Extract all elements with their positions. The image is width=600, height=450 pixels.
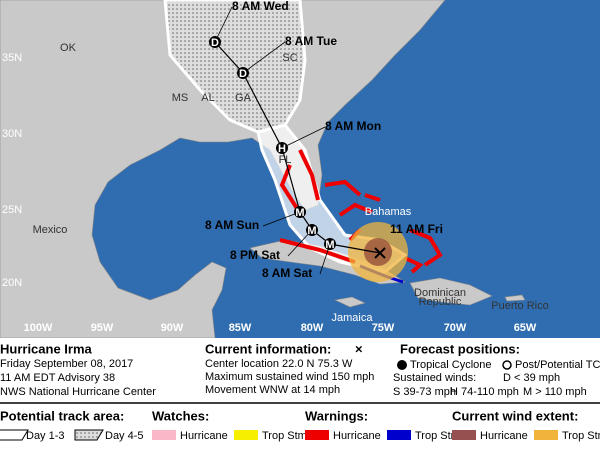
label: Current information: [205,341,331,356]
label: 30N [2,128,22,140]
label: 35N [2,52,22,64]
label: Trop Stm [562,430,600,442]
forecast-marker [294,206,306,218]
mainland [0,0,446,339]
label: M > 110 mph [523,386,587,398]
label: S 39-73 mph [393,386,456,398]
label: Day 4-5 [105,430,144,442]
label: Potential track area: [0,408,124,423]
puerto-rico [504,294,526,302]
label: × [355,341,363,356]
label: 95W [91,322,114,334]
label: Watches: [152,408,209,423]
label: Post/Potential TC [515,359,600,371]
label: Republic [419,296,462,308]
label: M [307,225,316,237]
label: OK [60,42,77,54]
label: Hurricane [180,430,228,442]
label: Trop Stm [415,430,460,442]
label: Day 1-3 [26,430,65,442]
label: FL [279,154,292,166]
label: Hurricane [333,430,381,442]
label: AL [201,92,214,104]
label: Dominican [414,287,466,299]
label: D < 39 mph [503,372,560,384]
label: Jamaica [332,312,374,324]
label: M [295,207,304,219]
label: 80W [301,322,324,334]
tc-symbol [397,360,407,370]
label: 70W [444,322,467,334]
label: 8 AM Tue [285,34,337,48]
label: SC [282,52,297,64]
leader [242,41,286,74]
label: 8 AM Wed [232,0,289,13]
label: 8 PM Sat [230,248,280,262]
label: Maximum sustained wind 150 mph [205,371,374,383]
label: Center location 22.0 N 75.3 W [205,358,353,370]
forecast-marker [237,67,249,79]
label: Mexico [33,224,68,236]
label: Tropical Cyclone [410,359,492,371]
label: D [211,37,219,49]
day45-swatch [74,429,104,441]
label: Hurricane Irma [0,341,93,356]
label: Friday September 08, 2017 [0,358,133,370]
hispaniola [409,277,493,306]
forecast-marker [276,142,288,154]
label: Trop Stm [262,430,307,442]
swatch [305,430,329,440]
label: H [278,143,286,155]
label: Current wind extent: [452,408,578,423]
label: 25N [2,204,22,216]
leader [262,211,301,227]
label: 11 AM EDT Advisory 38 [0,372,115,384]
label: 11 AM Fri [390,222,443,236]
swatch [152,430,176,440]
ptc-symbol [502,360,512,370]
label: 65W [514,322,537,334]
label: Sustained winds: [393,372,476,384]
current-position [374,247,386,259]
leader [214,6,233,43]
label: MS [172,92,189,104]
label: 100W [24,322,53,334]
label: 90W [161,322,184,334]
forecast-marker [306,224,318,236]
label: GA [235,92,252,104]
label: D [239,68,247,80]
label: Warnings: [305,408,368,423]
label: 8 AM Mon [325,119,381,133]
forecast-marker [209,36,221,48]
label: 85W [229,322,252,334]
forecast-marker [324,238,336,250]
leader [281,126,326,149]
swatch [534,430,558,440]
swatch [452,430,476,440]
label: 20N [2,277,22,289]
label: Hurricane [480,430,528,442]
label: 8 AM Sat [262,266,312,280]
label: Bahamas [365,206,412,218]
swatch [387,430,411,440]
swatch [234,430,258,440]
label: 75W [372,322,395,334]
label: Forecast positions: [400,341,520,356]
label: H 74-110 mph [450,386,519,398]
label: NWS National Hurricane Center [0,386,156,398]
label: Puerto Rico [491,300,548,312]
label: 8 AM Sun [205,218,259,232]
day13-swatch [0,429,29,441]
label: Movement WNW at 14 mph [205,384,340,396]
jamaica [334,296,366,308]
label: M [325,239,334,251]
